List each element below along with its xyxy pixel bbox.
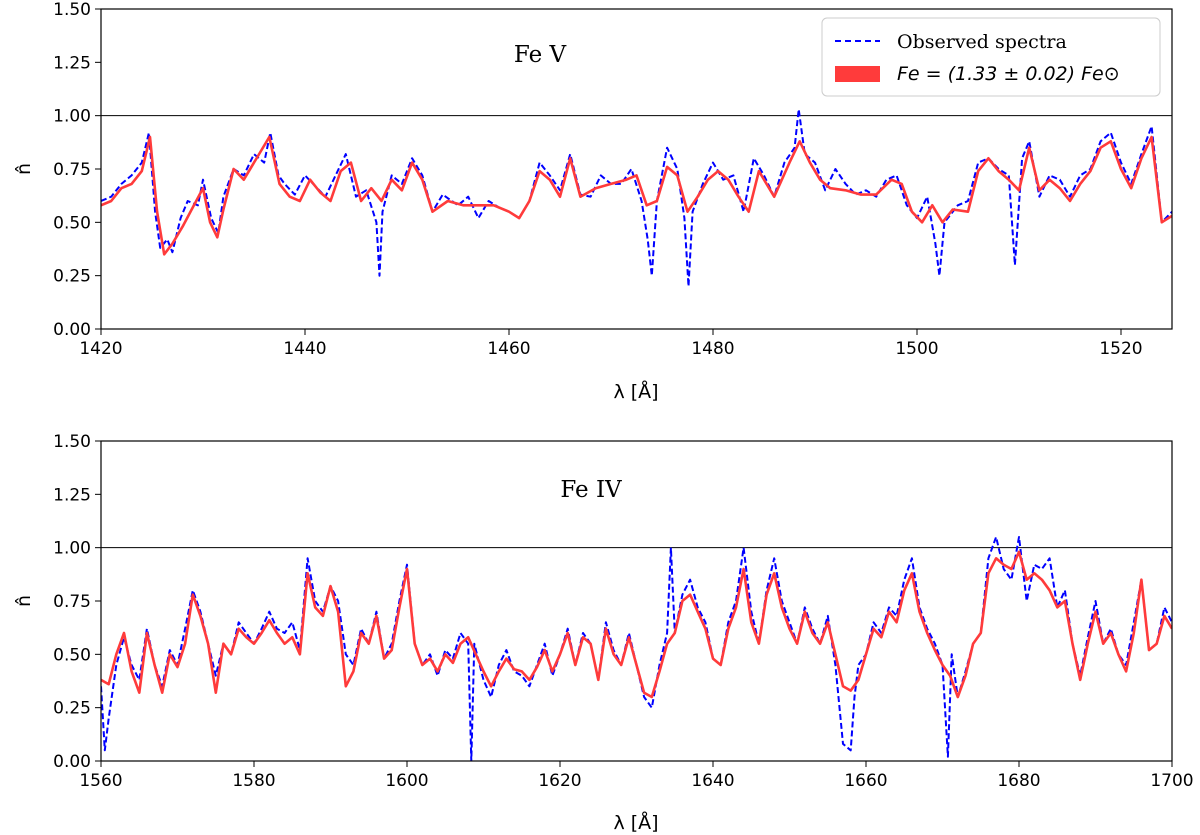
x-tick-label: 1620 [538,771,581,791]
observed-spectrum-line [101,536,1172,761]
series-group-top [101,108,1172,288]
legend-model-label: Fe = (1.33 ± 0.02) Fe⊙ [897,63,1120,85]
axis-ticks-top: 1420 1440 1460 1480 1500 1520 0.00 0.25 0.50 0.75… [53,0,1142,359]
y-tick-label: 1.25 [53,53,91,73]
x-tick-label: 1460 [487,339,530,359]
y-tick-label: 0.50 [53,213,91,233]
y-tick-label: 0.75 [53,160,91,180]
series-group-bottom [101,536,1172,761]
legend-model-swatch [835,66,880,82]
x-tick-label: 1640 [691,771,734,791]
panel-fe-v: 1420 1440 1460 1480 1500 1520 0.00 0.25 0.50 0.75… [13,0,1173,403]
x-tick-label: 1700 [1150,771,1193,791]
x-tick-label: 1420 [79,339,122,359]
model-spectrum-line [101,135,1172,256]
y-tick-label: 1.50 [53,0,91,20]
x-tick-label: 1580 [232,771,275,791]
observed-spectrum-line [101,108,1172,288]
x-tick-label: 1660 [844,771,887,791]
y-axis-label-top: n̂ [13,163,35,175]
x-tick-label: 1560 [79,771,122,791]
model-spectrum-line [101,550,1172,699]
y-tick-label: 0.75 [53,592,91,612]
x-axis-label-top: λ [Å] [613,380,658,403]
y-axis-label-bottom: n̂ [13,595,35,607]
y-tick-label: 0.25 [53,267,91,287]
y-tick-label: 1.00 [53,107,91,127]
x-tick-label: 1480 [691,339,734,359]
y-tick-label: 1.50 [53,432,91,452]
ion-label-fe-iv: Fe IV [560,477,622,503]
axis-ticks-bottom: 1560 1580 1600 1620 1640 1660 1680 1700 0.00 0.25… [53,432,1193,791]
legend: Observed spectra Fe = (1.33 ± 0.02) Fe⊙ [821,17,1161,97]
x-tick-label: 1500 [895,339,938,359]
x-tick-label: 1440 [283,339,326,359]
x-tick-label: 1600 [385,771,428,791]
legend-box [821,17,1161,97]
y-tick-label: 0.00 [53,752,91,772]
plot-frame-top [100,8,1173,330]
y-tick-label: 1.00 [53,539,91,559]
panel-fe-iv: 1560 1580 1600 1620 1640 1660 1680 1700 0.00 0.25… [13,432,1194,834]
y-tick-label: 0.00 [53,320,91,340]
y-tick-label: 0.25 [53,699,91,719]
x-axis-label-bottom: λ [Å] [613,811,658,834]
y-tick-label: 0.50 [53,645,91,665]
x-tick-label: 1520 [1099,339,1142,359]
y-tick-label: 1.25 [53,485,91,505]
x-tick-label: 1680 [997,771,1040,791]
legend-observed-label: Observed spectra [897,31,1067,53]
plot-frame-bottom [100,440,1173,762]
ion-label-fe-v: Fe V [514,42,567,68]
